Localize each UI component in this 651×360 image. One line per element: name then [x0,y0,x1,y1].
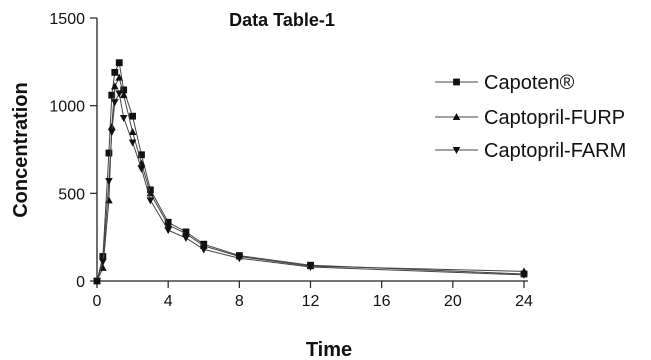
data-point [199,246,208,254]
legend-label: Captopril-FURP [484,107,625,129]
x-tick-label: 12 [302,293,320,310]
data-point [138,151,145,159]
data-point [105,178,113,186]
data-point [235,255,244,263]
series-2 [93,73,528,284]
series-line [96,76,525,282]
data-point [110,82,119,90]
data-point [99,258,107,266]
data-point [520,271,528,279]
series-line [96,60,525,282]
data-point [182,235,190,243]
legend: Capoten® Captopril-FURP Captopril-FARM [435,72,626,162]
series-1 [93,59,528,285]
data-point [107,128,116,136]
x-tick-label: 0 [93,293,102,310]
legend-item: Captopril-FURP [435,107,625,129]
series-line [96,91,525,282]
axes: 0 500 1000 1500 0 4 8 12 16 20 24 [49,11,533,310]
legend-label: Captopril-FARM [484,140,626,162]
legend-marker [452,147,461,154]
chart-title: Data Table-1 [229,10,335,30]
data-point [108,91,116,99]
legend-label: Capoten® [484,72,575,94]
data-point [137,159,146,167]
legend-item: Captopril-FARM [435,140,626,162]
y-tick-label: 1000 [49,99,85,116]
data-point [110,99,119,107]
series-3 [93,90,528,285]
data-point [105,149,113,157]
legend-marker [452,113,461,120]
y-tick-label: 1500 [49,11,85,28]
data-point [120,86,128,94]
data-point [115,73,124,81]
y-tick-label: 500 [58,186,85,203]
data-point [111,68,119,76]
x-tick-label: 16 [373,293,391,310]
series-group [93,59,528,285]
data-point [146,197,155,205]
x-tick-label: 4 [164,293,173,310]
y-axis-label: Concentration [10,82,32,218]
data-point [119,114,128,122]
data-point [306,263,315,271]
x-tick-label: 8 [235,293,244,310]
data-point [107,122,116,130]
legend-marker [453,78,460,86]
data-point [129,112,136,120]
data-point [128,139,137,147]
x-axis-label: Time [306,339,352,360]
data-point [115,59,123,67]
legend-item: Capoten® [435,72,575,94]
x-tick-label: 20 [444,293,462,310]
data-point [115,90,124,98]
y-tick-label: 0 [76,274,85,291]
data-point [119,91,128,99]
data-point [93,278,101,285]
data-point [128,127,137,135]
data-point [164,227,172,235]
data-point [137,165,146,173]
x-tick-label: 24 [515,293,533,310]
data-point [182,229,190,237]
